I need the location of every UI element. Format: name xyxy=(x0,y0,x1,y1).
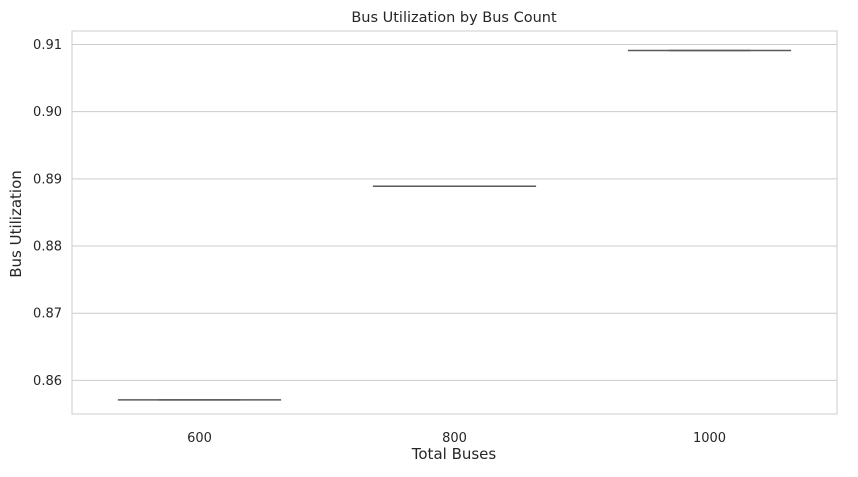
x-tick-labels: 600 800 1000 xyxy=(187,431,726,446)
y-tick-label: 0.90 xyxy=(33,105,62,120)
y-tick-label: 0.91 xyxy=(33,38,62,53)
x-tick-label: 1000 xyxy=(693,431,726,446)
y-tick-label: 0.86 xyxy=(33,374,62,389)
y-axis-label: Bus Utilization xyxy=(7,170,25,278)
axes-frame xyxy=(71,30,838,415)
y-tick-label: 0.88 xyxy=(33,240,62,255)
chart-title: Bus Utilization by Bus Count xyxy=(351,10,557,26)
x-tick-label: 600 xyxy=(187,431,212,446)
grid-lines xyxy=(72,43,837,381)
y-tick-label: 0.87 xyxy=(33,307,62,322)
x-tick-label: 800 xyxy=(442,431,467,446)
y-tick-labels: 0.86 0.87 0.88 0.89 0.90 0.91 xyxy=(33,38,62,389)
box-marks xyxy=(117,49,792,401)
x-axis-label: Total Buses xyxy=(411,445,497,463)
y-tick-label: 0.89 xyxy=(33,172,62,187)
